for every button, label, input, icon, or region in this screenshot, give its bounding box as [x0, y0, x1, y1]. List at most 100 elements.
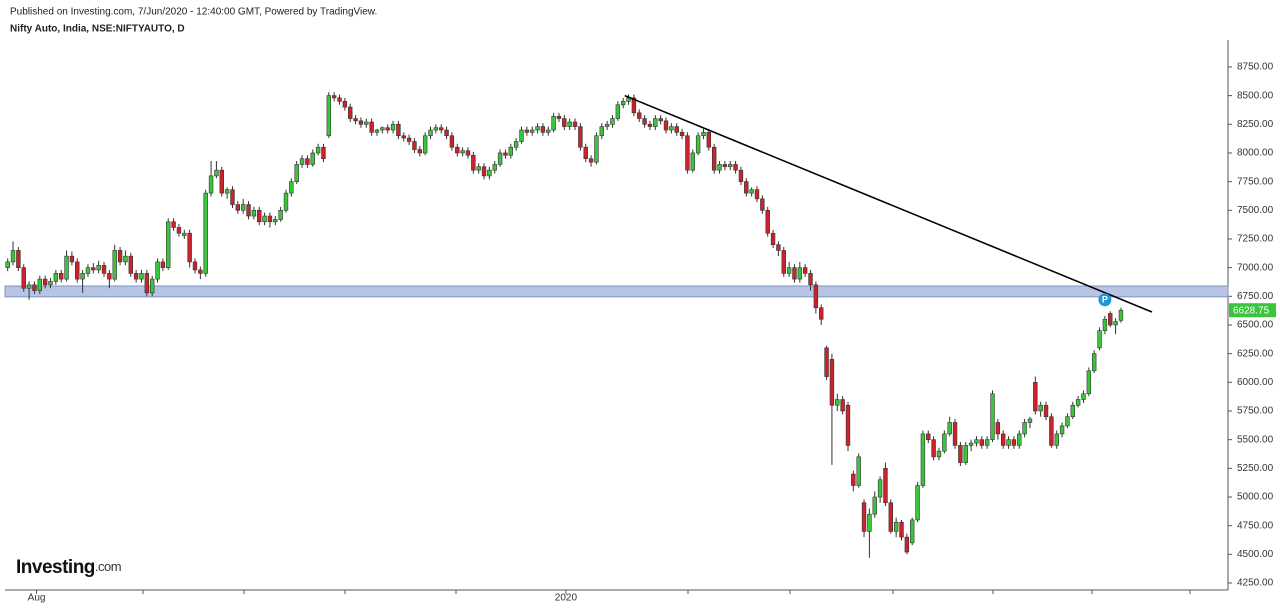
candle-body	[819, 307, 824, 320]
candle-body	[936, 450, 942, 458]
candle-body	[508, 146, 513, 156]
candle-body	[219, 169, 224, 194]
candle-body	[80, 273, 85, 280]
candle-body	[1075, 399, 1081, 406]
candle-body	[160, 261, 166, 268]
candle-body	[273, 219, 278, 223]
candle-body	[556, 115, 562, 119]
candle-body	[872, 496, 877, 515]
candle-body	[931, 439, 936, 458]
candle-body	[182, 232, 187, 236]
p-marker	[1098, 293, 1112, 307]
candle-body	[396, 123, 401, 137]
candle-body	[588, 158, 594, 163]
candle-body	[642, 118, 647, 125]
logo-text: Investing	[16, 557, 95, 578]
candle-body	[674, 126, 679, 133]
candle-body	[203, 192, 208, 274]
candle-body	[16, 250, 21, 268]
candle-body	[101, 265, 107, 274]
candle-body	[187, 232, 192, 263]
candle-body	[1081, 393, 1086, 400]
candle-body	[85, 267, 91, 274]
candle-body	[1065, 416, 1070, 427]
candle-body	[32, 284, 37, 291]
candle-body	[305, 158, 310, 165]
y-tick-label: 4250.00	[1237, 578, 1274, 589]
candle-body	[1108, 313, 1113, 326]
candle-body	[230, 189, 235, 205]
candle-body	[958, 445, 963, 463]
candle-body	[551, 115, 556, 131]
candle-body	[572, 121, 578, 127]
candle-body	[385, 127, 390, 131]
x-tick-label: Aug	[28, 593, 46, 604]
candle-body	[840, 399, 845, 412]
candle-body	[26, 284, 32, 289]
candle-body	[883, 468, 888, 504]
candle-body	[1022, 422, 1027, 435]
trendline	[624, 94, 1153, 313]
candle-body	[835, 399, 840, 406]
candle-body	[744, 181, 749, 194]
candle-body	[915, 485, 920, 521]
y-tick-label: 4750.00	[1237, 520, 1274, 531]
y-tick-label: 5250.00	[1237, 463, 1274, 474]
candle-body	[781, 250, 786, 274]
candle-body	[497, 152, 503, 165]
candle-body	[1113, 321, 1118, 326]
candle-body	[42, 278, 48, 286]
candle-body	[390, 123, 396, 131]
chart-title: Nifty Auto, India, NSE:NIFTYAUTO, D	[10, 24, 185, 35]
candle-body	[133, 273, 139, 280]
candle-body	[637, 112, 642, 119]
candle-body	[283, 192, 289, 211]
candle-body	[984, 439, 990, 446]
candle-body	[53, 273, 59, 282]
candle-body	[380, 127, 385, 131]
candle-body	[535, 126, 540, 131]
candle-body	[1033, 382, 1038, 412]
candle-body	[1086, 370, 1092, 395]
candle-body	[893, 521, 899, 532]
candle-body	[364, 121, 369, 125]
candle-body	[235, 204, 241, 211]
candle-body	[1001, 433, 1006, 446]
candle-body	[139, 273, 144, 280]
candle-body	[620, 101, 626, 106]
y-tick-label: 6250.00	[1237, 348, 1274, 359]
x-minor-ticks	[142, 590, 1191, 594]
y-tick-label: 7250.00	[1237, 234, 1274, 245]
candle-body	[1070, 404, 1075, 418]
candle-body	[348, 106, 353, 119]
candle-body	[797, 267, 803, 280]
y-tick-label: 8250.00	[1237, 119, 1274, 130]
candle-body	[358, 120, 364, 125]
candle-body	[471, 154, 476, 171]
candle-body	[331, 95, 337, 99]
candle-body	[1043, 404, 1049, 418]
candle-body	[808, 273, 813, 286]
candle-body	[69, 255, 75, 263]
candle-body	[107, 273, 112, 280]
candle-body	[401, 135, 406, 139]
candle-body	[513, 141, 519, 148]
candle-body	[1011, 439, 1017, 446]
candle-body	[604, 123, 610, 127]
candle-body	[37, 278, 42, 291]
candle-body	[1091, 353, 1097, 372]
candle-body	[610, 118, 615, 125]
candle-body	[208, 175, 214, 194]
candle-body	[653, 118, 658, 127]
candle-body	[326, 95, 332, 137]
candle-body	[711, 146, 717, 171]
candle-body	[995, 422, 1001, 435]
y-tick-label: 8750.00	[1237, 62, 1274, 73]
y-tick-label: 5500.00	[1237, 434, 1274, 445]
candle-body	[406, 137, 412, 142]
candle-body	[910, 519, 915, 544]
candle-body	[149, 278, 155, 294]
candle-body	[444, 129, 449, 137]
candle-body	[792, 267, 797, 280]
